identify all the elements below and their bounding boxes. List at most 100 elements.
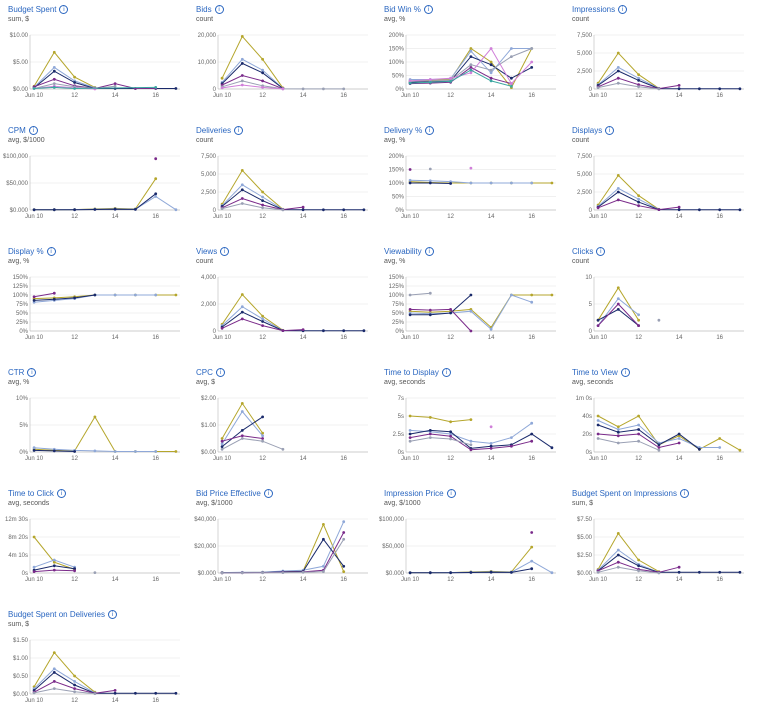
chart-title[interactable]: Clicks i [572,247,606,257]
data-point[interactable] [362,329,366,333]
data-point[interactable] [261,320,264,323]
data-point[interactable] [52,291,56,295]
info-icon[interactable]: i [46,247,56,256]
chart-title[interactable]: Deliveries i [196,126,244,136]
data-point[interactable] [428,571,432,575]
data-point[interactable] [408,571,412,575]
data-point[interactable] [134,208,137,211]
series-line[interactable] [33,688,95,695]
data-point[interactable] [637,204,640,208]
data-point[interactable] [449,420,452,424]
data-point[interactable] [261,571,264,575]
data-point[interactable] [73,296,76,300]
data-point[interactable] [32,295,36,299]
data-point[interactable] [616,297,620,300]
data-point[interactable] [469,309,473,313]
data-point[interactable] [93,692,97,695]
data-point[interactable] [428,78,432,81]
data-point[interactable] [677,205,681,209]
data-point[interactable] [240,62,244,65]
series-line[interactable] [597,424,700,450]
data-point[interactable] [322,329,325,333]
chart-title[interactable]: Displays i [572,126,615,136]
data-point[interactable] [428,436,432,439]
data-point[interactable] [52,680,56,683]
data-point[interactable] [322,537,325,541]
data-point[interactable] [93,415,97,419]
data-point[interactable] [52,449,56,453]
series-line[interactable] [33,66,96,89]
data-point[interactable] [428,313,432,317]
data-point[interactable] [240,410,244,413]
data-point[interactable] [52,50,56,54]
data-point[interactable] [73,87,76,90]
data-point[interactable] [154,195,158,198]
data-point[interactable] [550,446,554,450]
data-point[interactable] [240,183,244,187]
series-line[interactable] [222,532,345,574]
series-line[interactable] [222,539,345,574]
series-line[interactable] [597,566,659,574]
series-line[interactable] [597,52,660,89]
data-point[interactable] [616,532,620,535]
chart-title[interactable]: Time to View i [572,368,630,378]
data-point[interactable] [408,181,412,185]
data-point[interactable] [657,571,661,575]
series-line[interactable] [410,546,533,574]
data-point[interactable] [220,439,224,443]
data-point[interactable] [616,441,620,445]
data-point[interactable] [449,437,452,441]
data-point[interactable] [154,86,158,89]
info-icon[interactable]: i [234,126,244,135]
series-line[interactable] [34,415,176,452]
data-point[interactable] [550,571,554,575]
data-point[interactable] [428,291,432,295]
data-point[interactable] [301,208,305,212]
data-point[interactable] [52,297,56,301]
data-point[interactable] [261,195,264,199]
data-point[interactable] [677,87,681,91]
series-line[interactable] [410,66,512,85]
data-point[interactable] [677,84,681,87]
data-point[interactable] [261,431,264,435]
data-point[interactable] [637,439,640,443]
series-line[interactable] [221,311,364,332]
data-point[interactable] [52,77,56,81]
data-point[interactable] [510,181,513,185]
series-line[interactable] [410,560,553,574]
data-point[interactable] [52,651,56,654]
data-point[interactable] [32,570,36,573]
series-line[interactable] [410,294,552,329]
data-point[interactable] [530,181,534,185]
info-icon[interactable]: i [441,368,451,377]
series-line[interactable] [221,35,284,89]
series-line[interactable] [222,84,283,90]
series-line[interactable] [221,437,284,450]
data-point[interactable] [134,450,137,453]
chart-title[interactable]: Bids i [196,5,224,15]
data-point[interactable] [342,564,346,568]
series-line[interactable] [221,306,284,331]
data-point[interactable] [301,205,305,209]
data-point[interactable] [428,308,432,312]
data-point[interactable] [469,68,473,72]
data-point[interactable] [637,83,640,87]
data-point[interactable] [281,571,285,574]
data-point[interactable] [489,327,493,331]
data-point[interactable] [637,428,640,431]
data-point[interactable] [718,570,722,574]
data-point[interactable] [93,208,97,211]
data-point[interactable] [510,55,513,58]
data-point[interactable] [73,567,76,571]
data-point[interactable] [113,293,117,297]
series-line[interactable] [33,651,96,693]
data-point[interactable] [52,86,56,89]
data-point[interactable] [408,429,412,432]
data-point[interactable] [220,76,224,80]
data-point[interactable] [281,208,285,212]
chart-title[interactable]: Time to Display i [384,368,451,378]
data-point[interactable] [637,194,640,197]
data-point[interactable] [73,450,76,453]
data-point[interactable] [469,66,473,69]
data-point[interactable] [489,60,493,64]
